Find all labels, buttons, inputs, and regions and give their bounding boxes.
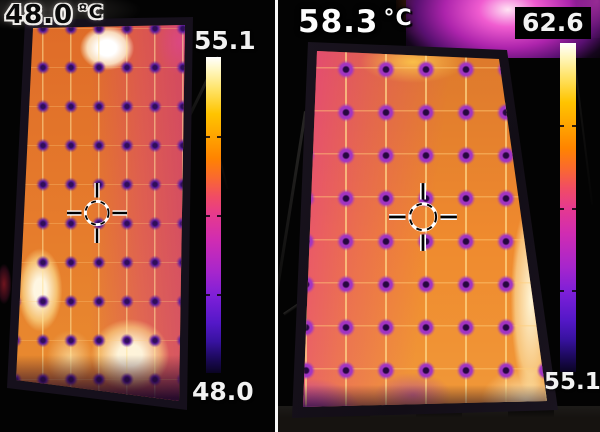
temperature-scale-bar	[560, 43, 576, 372]
image-divider	[275, 0, 278, 432]
temperature-value: 58.3	[298, 4, 379, 40]
background-heat-smudge	[0, 258, 14, 310]
thermal-image-left: 48.0 °C 55.1 48.0	[0, 0, 275, 432]
scale-tick	[206, 215, 221, 217]
temperature-unit: °C	[78, 1, 104, 23]
spot-temperature-readout: 58.3 °C	[298, 4, 413, 40]
thermal-image-right: 58.3 °C 62.6 55.1	[278, 0, 600, 432]
solar-panel-cells-left	[16, 25, 185, 401]
spot-crosshair-icon	[66, 182, 128, 244]
scale-tick	[206, 294, 221, 296]
scale-tick	[560, 207, 576, 210]
spot-temperature-readout: 48.0 °C	[5, 0, 104, 30]
temperature-value: 48.0	[5, 0, 74, 30]
scale-max-label: 55.1	[194, 26, 256, 55]
solar-panel-frame-left	[7, 17, 193, 410]
scale-max-label: 62.6	[515, 7, 591, 39]
scale-tick	[560, 289, 576, 292]
temperature-unit: °C	[383, 6, 413, 31]
spot-crosshair-icon	[389, 183, 457, 251]
temperature-scale-bar	[206, 57, 221, 373]
scale-tick	[206, 136, 221, 138]
scale-min-label: 48.0	[192, 377, 254, 406]
scale-min-label: 55.1	[544, 369, 600, 395]
scale-tick	[560, 125, 576, 128]
